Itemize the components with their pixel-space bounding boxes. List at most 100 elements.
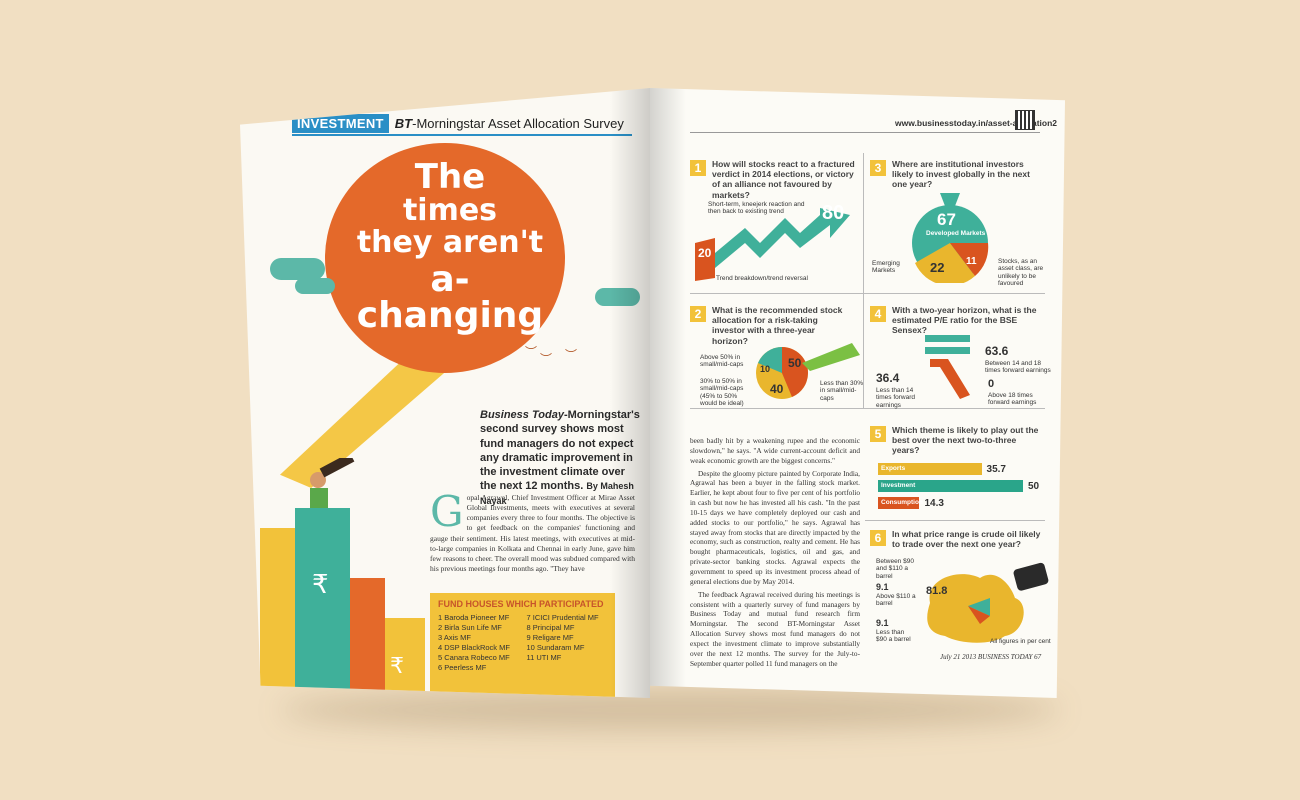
bar-row: Investment 50 xyxy=(878,480,1039,492)
left-page: INVESTMENT BT-Morningstar Asset Allocati… xyxy=(240,88,650,698)
q6-value-91a: 9.1 xyxy=(876,582,889,592)
bar-value: 50 xyxy=(1028,480,1040,492)
q2-label-30: 30% to 50% in small/mid-caps (45% to 50%… xyxy=(700,378,744,408)
q1-label-b: Trend breakdown/trend reversal xyxy=(716,275,808,282)
rupee-symbol-icon xyxy=(925,335,970,399)
person-with-telescope-icon xyxy=(310,458,355,532)
article-body-right: been badly hit by a weakening rupee and … xyxy=(690,436,860,671)
bar-value: 35.7 xyxy=(986,463,1006,475)
body-paragraph: Despite the gloomy picture painted by Co… xyxy=(690,468,860,586)
headline-line-3: they aren't xyxy=(356,225,544,260)
q3-developed-label: Developed Markets xyxy=(926,230,986,237)
city-buildings: ₹ ₹ xyxy=(260,508,425,698)
q2-value-40: 40 xyxy=(770,382,784,396)
cloud-icon xyxy=(595,288,640,306)
q3-value-22: 22 xyxy=(930,260,945,275)
q3-emerging-label: Emerging Markets xyxy=(872,260,900,275)
q6-value-818: 81.8 xyxy=(926,585,948,597)
top-rule xyxy=(690,132,1040,133)
header-rule xyxy=(292,134,632,136)
q2-label-above: Above 50% in small/mid-caps xyxy=(700,354,744,369)
q3-money-bag-chart xyxy=(912,193,989,283)
q4-value-0: 0 xyxy=(988,378,995,390)
body-left-text: opal Agrawal, Chief Investment Officer a… xyxy=(430,493,636,573)
bar-investment: Investment xyxy=(878,480,1023,492)
q3-stocks-label: Stocks, as an asset class, are unlikely … xyxy=(998,258,1044,288)
list-item: 4 DSP BlackRock MF xyxy=(438,643,510,652)
cloud-icon xyxy=(295,278,335,294)
list-item: 8 Principal MF xyxy=(526,623,575,632)
q1-value-b: 20 xyxy=(698,246,712,260)
page-gutter xyxy=(650,88,686,698)
q6-label-91b: Less than $90 a barrel xyxy=(876,629,911,644)
list-item: 10 Sundaram MF xyxy=(526,643,585,652)
deck-italic: Business Today xyxy=(480,409,564,421)
list-item: 2 Birla Sun Life MF xyxy=(438,623,502,632)
q3-value-67: 67 xyxy=(937,210,956,229)
q1-value-a: 80 xyxy=(822,202,845,224)
list-item: 11 UTI MF xyxy=(526,653,562,662)
row-divider xyxy=(690,293,1045,294)
list-item: 5 Canara Robeco MF xyxy=(438,653,510,662)
q2-value-50: 50 xyxy=(788,356,802,370)
question-text: With a two-year horizon, what is the est… xyxy=(892,305,1037,336)
q2-label-less: Less than 30% in small/mid-caps xyxy=(820,380,864,402)
fund-houses-box: FUND HOUSES WHICH PARTICIPATED 1 Baroda … xyxy=(430,593,615,698)
q2-value-10: 10 xyxy=(760,364,771,374)
list-item: 9 Religare MF xyxy=(526,633,574,642)
q1-arrow-chart xyxy=(695,208,850,281)
list-item: 6 Peerless MF xyxy=(438,663,487,672)
question-text: Which theme is likely to play out the be… xyxy=(892,425,1039,456)
fund-houses-list: 1 Baroda Pioneer MF 7 ICICI Prudential M… xyxy=(438,613,607,672)
bar-exports: Exports xyxy=(878,463,982,475)
q6-value-91b: 9.1 xyxy=(876,618,889,628)
section-tag: INVESTMENT xyxy=(292,114,389,133)
column-divider xyxy=(863,153,864,408)
article-deck: Business Today-Morningstar's second surv… xyxy=(480,408,640,508)
question-text: What is the recommended stock allocation… xyxy=(712,305,843,346)
q4-label-364: Less than 14 times forward earnings xyxy=(876,387,916,409)
qr-code-icon xyxy=(1015,110,1035,130)
bird-icon: ︶ xyxy=(565,348,578,362)
bird-icon: ︶ xyxy=(540,352,553,366)
q6-label-818: Between $90 and $110 a barrel xyxy=(876,558,914,580)
rupee-icon: ₹ xyxy=(312,570,329,600)
row-divider xyxy=(865,520,1045,521)
list-item: 3 Axis MF xyxy=(438,633,471,642)
bar-value: 14.3 xyxy=(924,497,944,509)
byline: By Mahesh Nayak xyxy=(480,481,634,506)
question-number: 4 xyxy=(870,306,886,322)
list-item: 7 ICICI Prudential MF xyxy=(526,613,599,622)
bar-row: Exports 35.7 xyxy=(878,463,1006,475)
headline-line-2: times xyxy=(402,193,498,228)
page-footer: July 21 2013 BUSINESS TODAY 67 xyxy=(940,653,1042,661)
question-number: 2 xyxy=(690,306,706,322)
question-number: 6 xyxy=(870,530,886,546)
magazine-shadow xyxy=(280,690,1060,730)
q1-label-a: Short-term, kneejerk reaction and then b… xyxy=(708,201,805,216)
q4-value-636: 63.6 xyxy=(985,344,1009,358)
cloud-icon xyxy=(270,258,325,280)
question-number: 5 xyxy=(870,426,886,442)
q6-note: All figures in per cent xyxy=(990,638,1051,645)
dropcap: G xyxy=(430,487,464,536)
survey-title-text: -Morningstar Asset Allocation Survey xyxy=(412,116,624,131)
headline-line-4: a-changing xyxy=(356,259,544,336)
question-text: How will stocks react to a fractured ver… xyxy=(712,159,855,200)
q4-value-364: 36.4 xyxy=(876,371,900,385)
headline-sun xyxy=(325,143,565,373)
question-text: Where are institutional investors likely… xyxy=(892,159,1030,190)
bar-row: Consumption 14.3 xyxy=(878,497,944,509)
bar-consumption: Consumption xyxy=(878,497,923,509)
question-number: 3 xyxy=(870,160,886,176)
q2-pie-chart xyxy=(756,343,860,399)
bird-icon: ︶ xyxy=(525,345,538,359)
deck-text: -Morningstar's second survey shows most … xyxy=(480,409,640,493)
q4-label-0: Above 18 times forward earnings xyxy=(988,392,1037,407)
headline-line-1: The xyxy=(414,157,486,197)
question-number: 1 xyxy=(690,160,706,176)
body-paragraph: been badly hit by a weakening rupee and … xyxy=(690,436,860,465)
page-url: www.businesstoday.in/asset-allocation2 xyxy=(895,118,1058,128)
